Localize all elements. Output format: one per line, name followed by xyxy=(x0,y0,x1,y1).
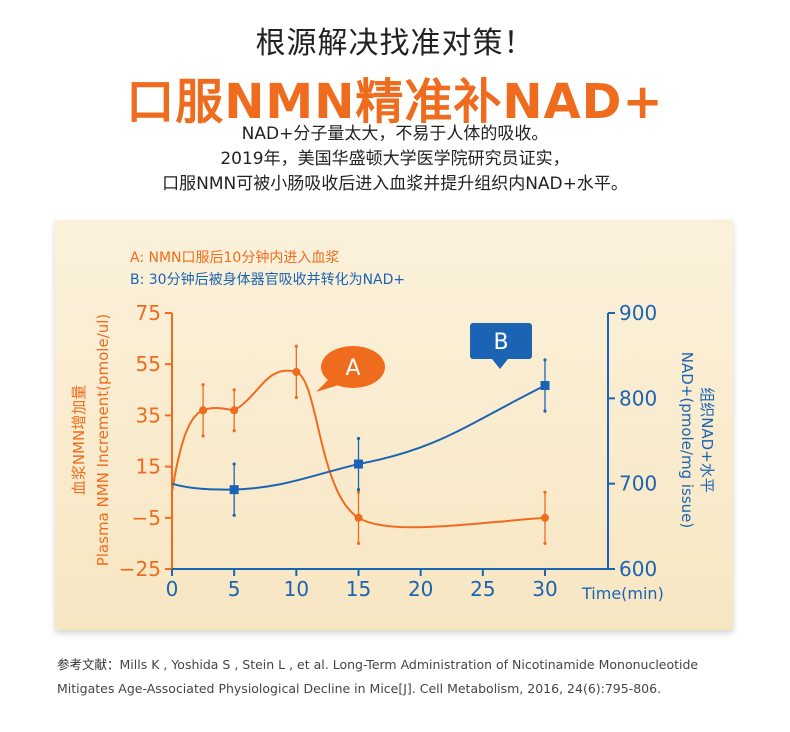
error-cap-nmn xyxy=(201,383,205,387)
series-line-nad xyxy=(171,384,546,491)
y-right-label-cn: 组织NAD+水平 xyxy=(698,387,716,493)
page-title: 口服NMN精准补NAD+ xyxy=(126,74,664,130)
x-tick-label: 10 xyxy=(284,577,309,601)
callout-b-tail xyxy=(492,359,508,369)
y-right-label-en: NAD+(pmole/mg issue) xyxy=(678,352,696,529)
reference-line: Mills K , Yoshida S , Stein L , et al. L… xyxy=(119,657,699,672)
y-right-tick-label: 800 xyxy=(619,386,657,410)
point-nmn xyxy=(354,513,363,522)
point-nad xyxy=(540,381,550,391)
x-tick-label: 5 xyxy=(228,577,241,601)
error-cap-nad xyxy=(356,436,361,441)
legend-b: B: 30分钟后被身体器官吸收并转化为NAD+ xyxy=(130,272,406,288)
point-nmn xyxy=(292,367,301,376)
x-tick-label: 0 xyxy=(166,577,179,601)
error-cap-nmn xyxy=(232,429,236,433)
error-cap-nmn xyxy=(543,490,547,494)
x-tick-label: 25 xyxy=(470,577,495,601)
intro-line: 2019年，美国华盛顿大学医学院研究员证实， xyxy=(220,149,570,169)
reference: 参考文献：Mills K , Yoshida S , Stein L , et … xyxy=(57,653,757,701)
error-cap-nmn xyxy=(356,490,361,494)
y-left-tick-label: 55 xyxy=(136,352,161,376)
y-left-label-en: Plasma NMN Increment(pmole/ul) xyxy=(94,314,112,567)
error-cap-nmn xyxy=(543,541,547,546)
x-tick-label: 15 xyxy=(346,577,371,601)
error-cap-nmn xyxy=(294,395,298,400)
callout-a-tail xyxy=(316,378,342,392)
x-axis-label: Time(min) xyxy=(581,584,664,603)
y-right-tick-label: 600 xyxy=(619,557,657,581)
intro-text: NAD+分子量太大，不易于人体的吸收。 2019年，美国华盛顿大学医学院研究员证… xyxy=(0,122,790,197)
chart-series xyxy=(171,344,550,546)
point-nmn xyxy=(541,513,549,522)
error-cap-nmn xyxy=(356,541,361,546)
intro-line: 口服NMN可被小肠吸收后进入血浆并提升组织内NAD+水平。 xyxy=(162,174,628,194)
error-cap-nad xyxy=(543,409,547,413)
error-cap-nmn xyxy=(232,388,236,392)
y-right-tick-label: 700 xyxy=(619,472,657,496)
reference-head: 参考文献： xyxy=(57,657,120,672)
chart-axes: 75 55 35 15 −5 −25 900 800 700 600 0 5 10 15 20 25 30 Tim… xyxy=(70,301,716,603)
chart-panel xyxy=(55,220,733,630)
callout-a-label: A xyxy=(345,356,360,381)
callout-b-label: B xyxy=(493,330,508,355)
headline: 根源解决找准对策！ xyxy=(255,26,535,61)
y-right-tick-label: 900 xyxy=(619,301,657,325)
error-cap-nad xyxy=(543,358,547,362)
point-nad xyxy=(229,485,239,495)
y-left-tick-label: −25 xyxy=(119,557,161,581)
callout-a-bubble xyxy=(321,346,385,388)
error-cap-nmn xyxy=(201,434,205,438)
callout-b-bubble xyxy=(470,323,532,359)
x-tick-label: 20 xyxy=(408,577,433,601)
reference-line: Mitigates Age-Associated Physiological D… xyxy=(57,681,662,696)
point-nmn xyxy=(199,406,208,415)
point-nad xyxy=(354,459,363,469)
chart-callouts: AB xyxy=(316,323,532,392)
y-left-tick-label: 35 xyxy=(136,403,161,427)
x-tick-label: 30 xyxy=(532,577,557,601)
error-cap-nad xyxy=(232,513,236,517)
intro-line: NAD+分子量太大，不易于人体的吸收。 xyxy=(241,124,549,144)
y-left-tick-label: 15 xyxy=(136,455,161,479)
y-left-label-cn: 血浆NMN增加量 xyxy=(70,385,88,495)
point-nmn xyxy=(230,406,239,415)
error-cap-nad xyxy=(356,488,361,492)
error-cap-nad xyxy=(232,462,236,466)
y-left-tick-label: −5 xyxy=(132,506,161,530)
error-cap-nmn xyxy=(294,344,298,348)
y-left-tick-label: 75 xyxy=(136,301,161,325)
legend-a: A: NMN口服后10分钟内进入血浆 xyxy=(130,250,340,266)
